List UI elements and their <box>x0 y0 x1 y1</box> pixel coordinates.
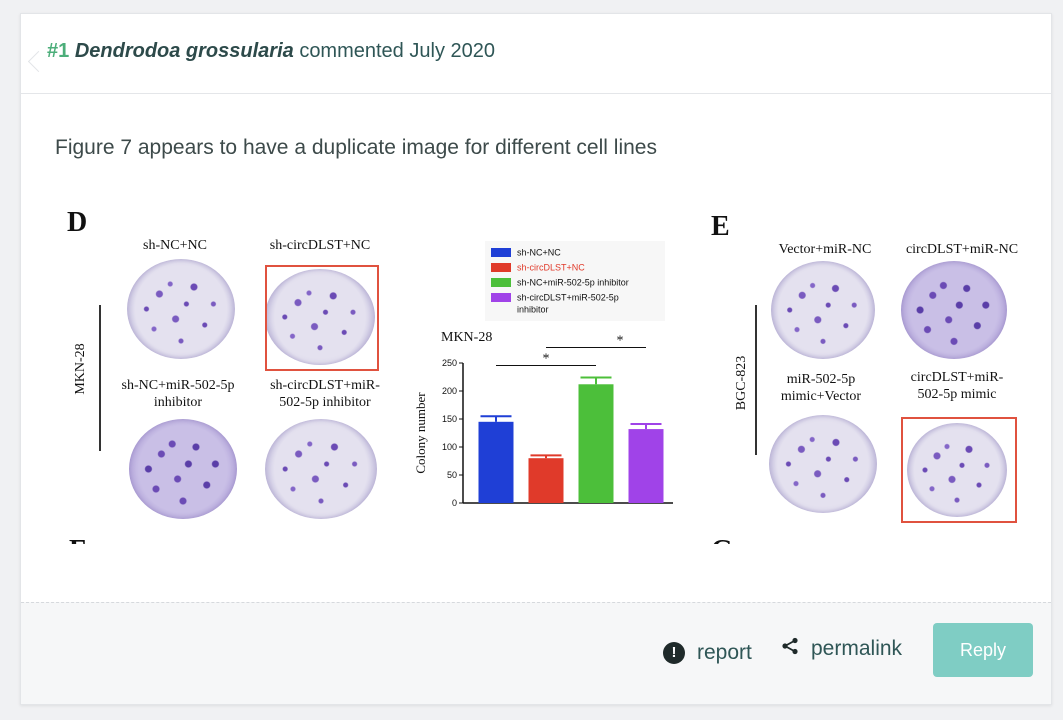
plate-label-d4-line1: sh-circDLST+miR- <box>270 378 380 393</box>
plate-label-d4-line2: 502-5p inhibitor <box>279 395 371 410</box>
panel-letter-e: E <box>711 211 730 242</box>
group-divider-line <box>755 305 757 455</box>
bar <box>528 458 564 503</box>
significance-marker: * <box>617 334 624 349</box>
plate-image <box>901 261 1007 359</box>
share-icon <box>781 637 799 661</box>
bar <box>578 384 614 503</box>
legend-swatch <box>491 248 511 258</box>
chart-title: MKN-28 <box>441 330 492 345</box>
plate-label-e3-line1: miR-502-5p <box>786 372 856 387</box>
comment-header: #1 Dendrodoa grossularia commented July … <box>21 14 1051 94</box>
legend-item-continued: inhibitor <box>517 304 549 316</box>
exclamation-icon: ! <box>663 642 685 665</box>
cell-line-label-d: MKN-28 <box>73 343 88 395</box>
plate-image <box>907 423 1007 517</box>
duplicate-highlight-box <box>901 417 1017 523</box>
report-label: report <box>697 641 752 664</box>
plate-label-d3-line2: inhibitor <box>153 395 203 410</box>
reply-button[interactable]: Reply <box>933 623 1033 677</box>
comment-number[interactable]: #1 <box>47 40 70 62</box>
significance-marker: * <box>543 352 550 367</box>
plate-label-d2: sh-circDLST+NC <box>269 238 371 253</box>
cell-line-label-e: BGC-823 <box>734 355 749 411</box>
panel-letter-f-cut: F <box>69 535 86 544</box>
plate-label-d3: sh-NC+miR-502-5p inhibitor <box>103 377 253 411</box>
legend-item: sh-NC+NC <box>491 247 561 259</box>
plate-label-d1: sh-NC+NC <box>143 238 207 253</box>
plate-label-e3-line2: mimic+Vector <box>780 389 862 404</box>
comment-card: #1 Dendrodoa grossularia commented July … <box>20 13 1052 705</box>
legend-label: inhibitor <box>517 304 549 315</box>
plate-image <box>769 415 877 513</box>
comment-meta: #1 Dendrodoa grossularia commented July … <box>47 40 495 63</box>
plate-image <box>127 259 235 359</box>
y-tick-label: 250 <box>442 358 457 368</box>
plate-label-e2: circDLST+miR-NC <box>905 242 1019 257</box>
plate-image <box>129 419 237 519</box>
plate-image <box>771 261 875 359</box>
comment-date[interactable]: July 2020 <box>409 40 495 62</box>
legend-label: sh-circDLST+miR-502-5p <box>517 292 619 303</box>
permalink-label: permalink <box>811 637 903 660</box>
plate-image <box>265 419 377 519</box>
plate-label-d4: sh-circDLST+miR- 502-5p inhibitor <box>255 377 395 411</box>
bar-chart: MKN-28 Colony number 0 50 100 150 200 250 * * <box>413 330 673 508</box>
plate-label-e4-line2: 502-5p mimic <box>917 387 997 402</box>
y-tick-label: 0 <box>452 498 457 508</box>
comment-body: Figure 7 appears to have a duplicate ima… <box>55 136 657 159</box>
plate-label-e4-line1: circDLST+miR- <box>910 370 1004 385</box>
permalink-link[interactable]: permalink <box>781 637 902 661</box>
plate-label-d3-line1: sh-NC+miR-502-5p <box>121 378 235 393</box>
y-tick-label: 200 <box>442 386 457 396</box>
plate-label-e1: Vector+miR-NC <box>778 242 872 257</box>
plate-image <box>265 269 375 365</box>
legend-item: sh-circDLST+miR-502-5p <box>491 292 619 304</box>
chart-legend: sh-NC+NC sh-circDLST+NC sh-NC+miR-502-5p… <box>485 241 665 321</box>
bar <box>478 421 514 503</box>
legend-item: sh-NC+miR-502-5p inhibitor <box>491 277 629 289</box>
legend-swatch <box>491 278 511 288</box>
plate-label-e3: miR-502-5p mimic+Vector <box>761 371 881 405</box>
panel-letter-d: D <box>67 207 88 238</box>
y-tick-label: 100 <box>442 442 457 452</box>
comment-footer: ! report permalink Reply <box>21 602 1051 704</box>
figure-image: D sh-NC+NC sh-circDLST+NC MKN-28 sh-NC+m… <box>55 199 1035 544</box>
panel-letter-g-cut: G <box>711 535 733 544</box>
legend-swatch <box>491 263 511 273</box>
bar <box>628 429 664 503</box>
legend-label: sh-NC+miR-502-5p inhibitor <box>517 277 629 288</box>
group-divider-line <box>99 305 101 451</box>
legend-swatch <box>491 293 511 303</box>
report-link[interactable]: ! report <box>663 641 752 665</box>
y-tick-label: 50 <box>447 470 457 480</box>
y-axis-label: Colony number <box>413 392 428 474</box>
legend-label: sh-NC+NC <box>517 247 561 258</box>
duplicate-highlight-box <box>265 265 379 371</box>
plate-label-e4: circDLST+miR- 502-5p mimic <box>897 369 1017 403</box>
comment-author[interactable]: Dendrodoa grossularia <box>74 40 294 62</box>
y-tick-label: 150 <box>442 414 457 424</box>
legend-item: sh-circDLST+NC <box>491 262 585 274</box>
legend-label: sh-circDLST+NC <box>517 262 585 273</box>
comment-verb: commented <box>299 40 404 62</box>
